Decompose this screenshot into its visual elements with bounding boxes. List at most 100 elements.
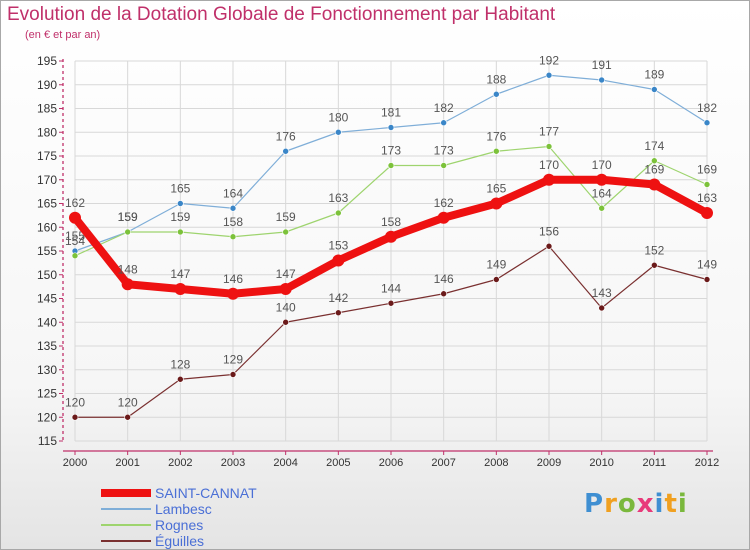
- data-label: 147: [170, 267, 190, 281]
- data-point: [545, 71, 553, 79]
- data-point: [332, 254, 345, 267]
- data-label: 162: [65, 196, 85, 210]
- data-point: [440, 290, 447, 298]
- data-point: [493, 147, 500, 155]
- data-point: [229, 233, 237, 241]
- data-label: 158: [223, 215, 243, 229]
- data-point: [335, 128, 342, 136]
- data-label: 164: [592, 186, 612, 200]
- data-point: [177, 200, 184, 207]
- data-label: 129: [223, 353, 243, 367]
- y-tick-label: 185: [37, 102, 57, 116]
- data-point: [69, 211, 81, 224]
- x-tick-label: 2000: [63, 457, 87, 469]
- y-tick-label: 160: [37, 220, 57, 234]
- data-point: [387, 124, 395, 131]
- y-tick-label: 145: [37, 292, 57, 306]
- data-label: 149: [697, 258, 717, 272]
- data-point: [493, 90, 500, 98]
- y-tick-label: 130: [37, 363, 57, 377]
- data-label: 158: [381, 215, 401, 229]
- data-point: [545, 143, 553, 150]
- data-point: [651, 261, 658, 269]
- x-tick-label: 2010: [589, 457, 613, 469]
- data-point: [651, 86, 658, 93]
- logo-letter: i: [654, 489, 665, 519]
- data-label: 164: [223, 186, 243, 200]
- data-label: 165: [486, 182, 506, 196]
- y-tick-label: 190: [37, 78, 57, 92]
- data-point: [493, 276, 500, 283]
- data-point: [124, 413, 131, 421]
- data-label: 169: [644, 163, 664, 177]
- data-label: 153: [328, 239, 348, 253]
- data-label: 159: [170, 210, 190, 224]
- data-label: 163: [328, 191, 348, 205]
- logo-letter: o: [617, 489, 637, 519]
- legend-label: SAINT-CANNAT: [155, 485, 257, 501]
- x-tick-label: 2011: [643, 457, 667, 469]
- legend-swatch: [101, 540, 151, 542]
- legend-swatch: [101, 524, 151, 526]
- logo-letter: i: [677, 489, 688, 519]
- data-label: 159: [118, 210, 138, 224]
- chart-title: Evolution de la Dotation Globale de Fonc…: [7, 4, 556, 25]
- data-label: 182: [434, 101, 454, 115]
- data-label: 149: [486, 258, 506, 272]
- legend-label: Lambesc: [155, 501, 212, 517]
- data-point: [598, 204, 605, 212]
- y-tick-label: 195: [37, 54, 57, 68]
- data-label: 170: [592, 158, 612, 172]
- data-point: [598, 76, 605, 84]
- data-label: 128: [170, 357, 190, 371]
- data-point: [440, 162, 447, 169]
- data-point: [174, 283, 187, 295]
- data-point: [385, 230, 397, 243]
- data-point: [703, 119, 711, 127]
- data-point: [703, 181, 711, 188]
- data-label: 156: [539, 224, 559, 238]
- data-label: 163: [697, 191, 717, 205]
- data-label: 169: [697, 163, 717, 177]
- data-point: [648, 178, 661, 191]
- x-tick-label: 2007: [431, 457, 455, 469]
- data-label: 173: [381, 144, 401, 158]
- data-point: [598, 304, 605, 312]
- data-label: 159: [118, 210, 138, 224]
- data-label: 189: [644, 68, 664, 82]
- data-point: [229, 371, 237, 378]
- data-point: [437, 211, 450, 224]
- data-label: 181: [381, 106, 401, 120]
- y-tick-label: 180: [37, 125, 57, 139]
- y-tick-label: 125: [37, 387, 57, 401]
- data-point: [703, 276, 711, 283]
- data-point: [282, 147, 289, 155]
- data-label: 188: [486, 72, 506, 86]
- data-label: 120: [65, 395, 85, 409]
- legend-label: Rognes: [155, 517, 204, 533]
- data-label: 182: [697, 101, 717, 115]
- logo-letter: r: [604, 489, 618, 519]
- data-label: 146: [223, 272, 243, 286]
- legend-swatch: [101, 508, 151, 510]
- data-label: 154: [65, 234, 85, 248]
- data-point: [124, 228, 131, 236]
- data-point: [335, 209, 342, 217]
- data-label: 146: [434, 272, 454, 286]
- data-label: 177: [539, 125, 559, 139]
- x-tick-label: 2012: [695, 457, 719, 469]
- y-tick-label: 150: [37, 268, 57, 282]
- data-label: 142: [328, 291, 348, 305]
- data-point: [440, 119, 447, 127]
- x-tick-label: 2009: [537, 457, 561, 469]
- data-label: 173: [434, 144, 454, 158]
- data-label: 155: [65, 229, 85, 243]
- y-tick-label: 155: [37, 244, 57, 258]
- proxiti-logo: Proxiti: [584, 489, 688, 519]
- data-label: 176: [486, 129, 506, 143]
- x-tick-label: 2002: [168, 457, 192, 469]
- data-point: [490, 197, 503, 210]
- y-tick-label: 165: [37, 197, 57, 211]
- data-point: [387, 299, 395, 307]
